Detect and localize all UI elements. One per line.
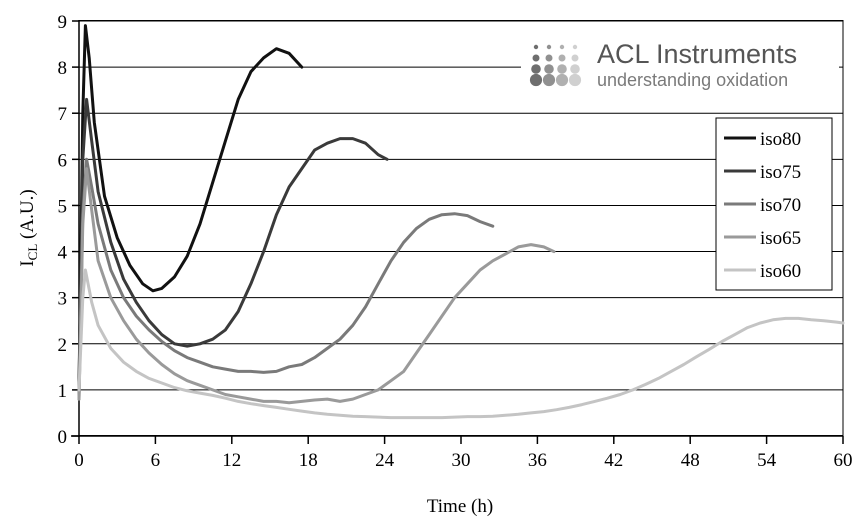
legend-label-iso60: iso60: [760, 261, 801, 282]
logo-dot: [571, 54, 579, 62]
logo-dot: [529, 73, 543, 87]
x-tick-label: 6: [151, 450, 161, 471]
x-axis-title: Time (h): [427, 496, 493, 517]
series-line-iso80: [77, 24, 304, 396]
logo-dot: [542, 73, 556, 87]
y-tick-label: 0: [58, 427, 68, 448]
x-tick-label: 54: [757, 450, 777, 471]
logo-dot: [531, 64, 541, 74]
x-tick-label: 36: [528, 450, 547, 471]
logo-dot: [558, 54, 566, 62]
y-tick-label: 3: [58, 289, 68, 310]
y-axis-title-subscript: CL: [25, 244, 40, 261]
x-tick-label: 48: [681, 450, 700, 471]
logo-dot: [544, 64, 554, 74]
logo-dot: [568, 73, 582, 87]
logo-dot: [533, 44, 539, 50]
x-tick-label: 0: [74, 450, 84, 471]
series-line-iso60: [77, 268, 845, 420]
legend-label-iso65: iso65: [760, 228, 801, 249]
y-axis-title-main: I: [17, 260, 38, 266]
y-axis-ticks: 0 1 2 3 4 5 6 7 8 9: [58, 12, 79, 448]
y-tick-label: 1: [58, 381, 68, 402]
logo-dot: [559, 44, 565, 50]
legend: iso80 iso75 iso70 iso65 iso60: [715, 117, 833, 291]
x-tick-label: 12: [222, 450, 241, 471]
acl-logo: ACL Instruments understanding oxidation: [521, 38, 839, 96]
logo-dot: [570, 64, 580, 74]
y-tick-label: 8: [58, 58, 68, 79]
logo-dot: [572, 44, 578, 50]
legend-label-iso80: iso80: [760, 129, 801, 150]
logo-dot: [557, 64, 567, 74]
series-line-iso75: [77, 97, 389, 383]
logo-dot: [546, 44, 552, 50]
series-line-iso70: [77, 157, 495, 401]
legend-label-iso70: iso70: [760, 195, 801, 216]
logo-name: ACL Instruments: [597, 39, 797, 69]
logo-dot: [555, 73, 569, 87]
legend-label-iso75: iso75: [760, 162, 801, 183]
y-tick-label: 7: [58, 104, 68, 125]
x-tick-label: 42: [604, 450, 623, 471]
logo-dot: [532, 54, 540, 62]
y-tick-label: 5: [58, 196, 68, 217]
y-axis-title-suffix: (A.U.): [17, 189, 38, 243]
y-tick-label: 4: [58, 243, 68, 264]
x-tick-label: 30: [452, 450, 471, 471]
series-line-iso65: [77, 167, 556, 405]
y-axis-title: ICL (A.U.): [17, 189, 40, 266]
logo-dot-grid-icon: [529, 44, 582, 87]
y-tick-label: 6: [58, 150, 68, 171]
logo-tagline: understanding oxidation: [597, 70, 788, 90]
y-tick-label: 2: [58, 335, 68, 356]
series-layer: [77, 24, 845, 420]
logo-dot: [545, 54, 553, 62]
y-tick-label: 9: [58, 12, 68, 33]
x-axis-ticks: 0 6 12 18 24 30 36 42 48 54 60: [74, 436, 853, 471]
x-tick-label: 18: [299, 450, 318, 471]
x-tick-label: 60: [834, 450, 853, 471]
x-tick-label: 24: [375, 450, 395, 471]
